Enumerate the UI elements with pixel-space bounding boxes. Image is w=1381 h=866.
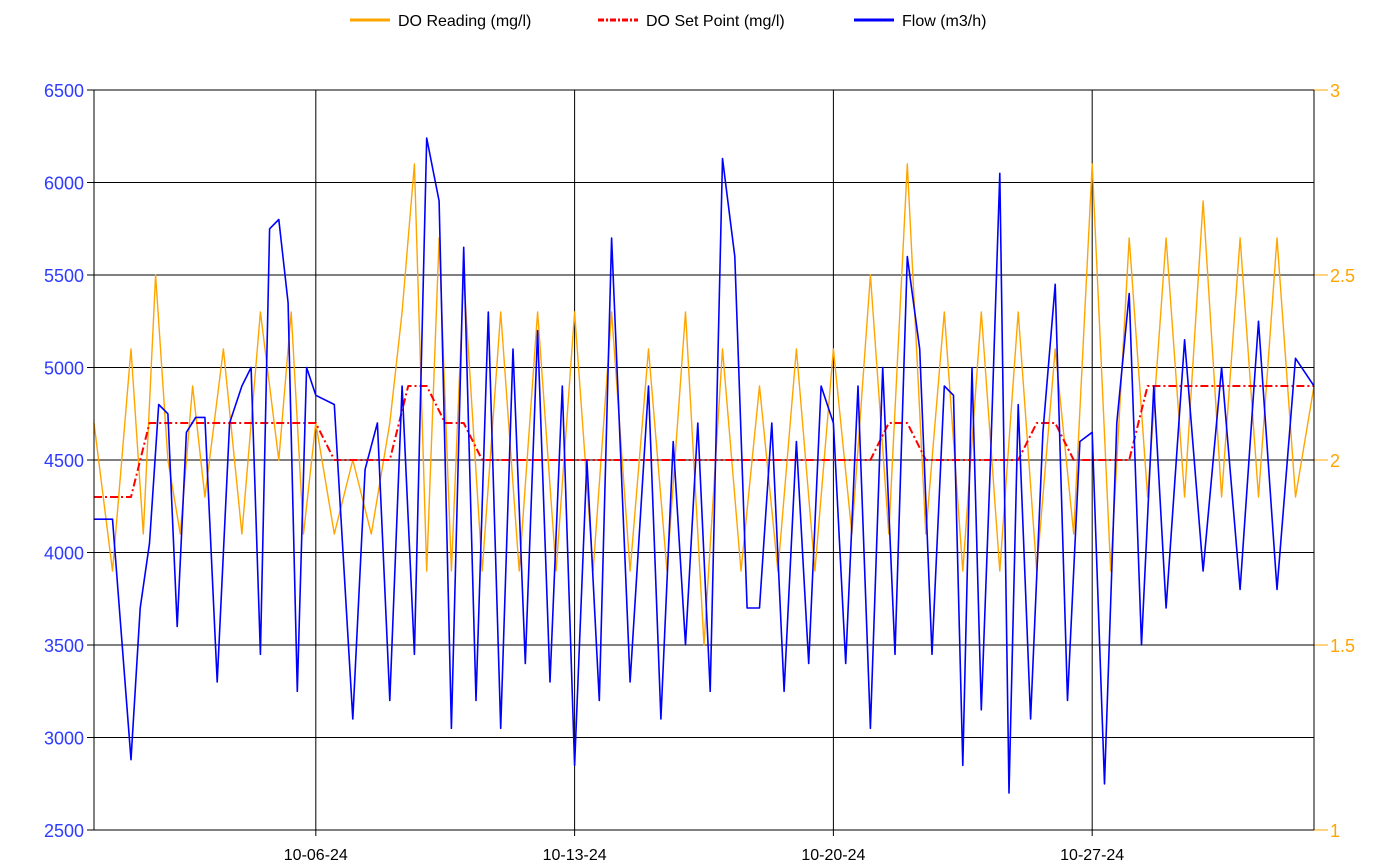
series-group bbox=[93, 137, 1315, 794]
y-left-tick-label: 5500 bbox=[44, 266, 84, 286]
x-tick-label: 10-06-24 bbox=[284, 847, 348, 864]
legend-label: DO Reading (mg/l) bbox=[398, 13, 531, 30]
y-right-tick-label: 2.5 bbox=[1330, 266, 1355, 286]
y-left-tick-label: 3000 bbox=[44, 729, 84, 749]
legend: DO Reading (mg/l) DO Set Point (mg/l) Flow… bbox=[350, 13, 986, 30]
grid bbox=[94, 90, 1314, 836]
x-tick-label: 10-27-24 bbox=[1060, 847, 1124, 864]
y-right-tick-label: 1 bbox=[1330, 821, 1340, 841]
y-left-tick-label: 2500 bbox=[44, 821, 84, 841]
y-left-tick-label: 5000 bbox=[44, 359, 84, 379]
x-tick-label: 10-20-24 bbox=[801, 847, 865, 864]
y-left-tick-label: 6000 bbox=[44, 174, 84, 194]
y-left-tick-label: 6500 bbox=[44, 81, 84, 101]
y-left-tick-label: 3500 bbox=[44, 636, 84, 656]
legend-label: Flow (m3/h) bbox=[902, 13, 986, 30]
legend-label: DO Set Point (mg/l) bbox=[646, 13, 785, 30]
y-right-tick-label: 3 bbox=[1330, 81, 1340, 101]
series-do-set-point-line bbox=[94, 385, 1314, 498]
x-tick-label: 10-13-24 bbox=[543, 847, 607, 864]
y-right-tick-label: 1.5 bbox=[1330, 636, 1355, 656]
axes: 2500 3000 3500 4000 4500 5000 5500 6000 6500 1 1.5… bbox=[44, 81, 1355, 864]
y-left-tick-label: 4000 bbox=[44, 544, 84, 564]
y-right-tick-label: 2 bbox=[1330, 451, 1340, 471]
y-left-tick-label: 4500 bbox=[44, 451, 84, 471]
series-flow-line bbox=[94, 137, 1315, 794]
